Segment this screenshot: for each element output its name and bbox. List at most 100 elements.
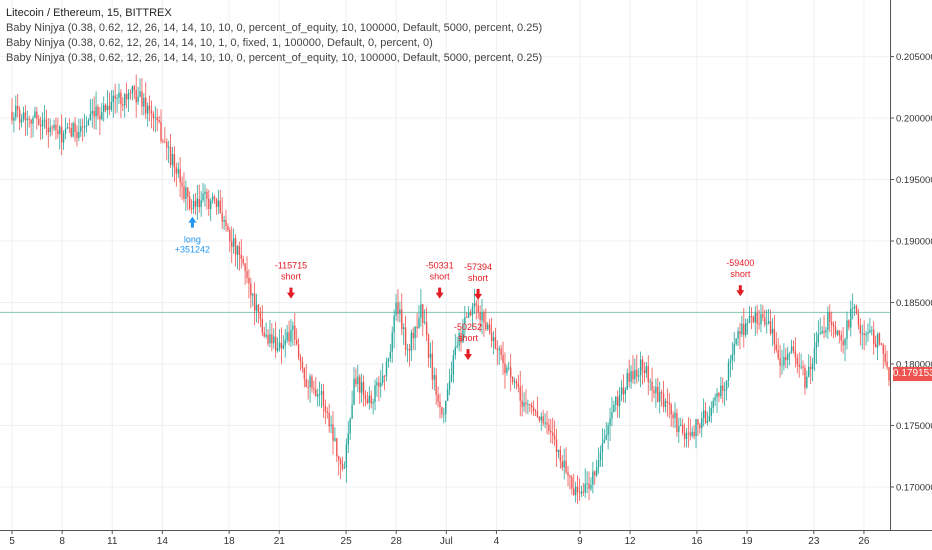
candle-body xyxy=(154,117,157,119)
candle-body xyxy=(359,376,361,393)
candle-body xyxy=(657,386,659,402)
candle-body xyxy=(422,304,424,323)
candle-body xyxy=(66,127,69,129)
candle-body xyxy=(649,381,651,383)
candle-body xyxy=(863,333,865,336)
candle-body xyxy=(557,449,560,453)
candle-body xyxy=(437,394,439,402)
candle-body xyxy=(479,312,481,321)
candle-body xyxy=(179,168,181,183)
candle-body xyxy=(97,106,99,116)
candle-body xyxy=(282,345,285,349)
candle-body xyxy=(838,330,841,336)
candle-body xyxy=(408,348,411,351)
candle-body xyxy=(103,104,105,112)
candle-body xyxy=(685,432,688,440)
candle-body xyxy=(622,387,625,395)
candle-body xyxy=(280,342,283,349)
candle-body xyxy=(368,395,370,404)
candle-body xyxy=(273,336,275,344)
candle-body xyxy=(72,123,74,137)
candle-body xyxy=(630,370,632,382)
candle-body xyxy=(47,127,50,133)
candle-body xyxy=(695,419,697,437)
candle-body xyxy=(41,120,44,127)
study-legend-3[interactable]: Baby Ninjya (0.38, 0.62, 12, 26, 14, 14,… xyxy=(6,52,543,64)
candle-body xyxy=(853,306,856,308)
candle-body xyxy=(389,352,392,359)
study-legend-1[interactable]: Baby Ninjya (0.38, 0.62, 12, 26, 14, 14,… xyxy=(6,22,543,34)
candle-body xyxy=(231,241,233,247)
candle-body xyxy=(295,339,298,345)
candle-body xyxy=(183,186,185,199)
candle-body xyxy=(766,323,768,325)
candle-body xyxy=(563,460,565,468)
candle-body xyxy=(508,367,510,369)
candle-body xyxy=(477,305,479,313)
candle-body xyxy=(120,92,122,105)
candle-body xyxy=(626,373,628,390)
candle-body xyxy=(693,431,695,437)
signal-label: short xyxy=(281,272,302,282)
candle-body xyxy=(45,119,48,128)
candle-body xyxy=(676,412,678,432)
candle-body xyxy=(850,308,852,328)
candle-body xyxy=(399,309,401,314)
candle-body xyxy=(372,402,374,404)
candle-body xyxy=(620,387,623,395)
candle-body xyxy=(876,333,879,348)
candle-body xyxy=(590,484,592,489)
candle-body xyxy=(148,105,151,111)
candle-body xyxy=(429,353,432,358)
study-legend-2[interactable]: Baby Ninjya (0.38, 0.62, 12, 26, 14, 14,… xyxy=(6,37,433,49)
candle-body xyxy=(569,475,571,478)
candle-body xyxy=(452,355,455,375)
candle-body xyxy=(867,332,869,334)
candle-body xyxy=(880,343,883,345)
candle-body xyxy=(689,432,691,436)
time-axis[interactable]: 5 8 11 14 18 21 25 28 Jul 4 9 12 16 19 23 26 xyxy=(9,530,870,547)
candle-body xyxy=(91,110,93,114)
candle-body xyxy=(531,405,533,408)
candle-body xyxy=(613,404,615,413)
grid-layer xyxy=(0,0,890,530)
candle-body xyxy=(364,395,367,400)
candle-body xyxy=(192,200,195,209)
candle-body xyxy=(792,346,795,351)
candle-body xyxy=(744,323,747,336)
candle-body xyxy=(288,332,290,342)
candle-body xyxy=(811,363,814,370)
candle-body xyxy=(645,366,648,374)
candle-body xyxy=(257,304,260,313)
candle-body xyxy=(580,491,583,494)
signal-label: short xyxy=(730,269,751,279)
x-tick-label: 23 xyxy=(808,536,820,547)
candle-body xyxy=(567,472,569,476)
candle-body xyxy=(227,226,229,230)
candle-body xyxy=(737,331,739,339)
candle-body xyxy=(68,127,71,129)
candle-body xyxy=(802,366,804,368)
candle-body xyxy=(787,353,789,361)
candle-body xyxy=(74,123,76,133)
signal-value: -50252 xyxy=(454,322,482,332)
symbol-title[interactable]: Litecoin / Ethereum, 15, BITTREX xyxy=(6,7,172,19)
candle-body xyxy=(462,324,464,343)
candle-body xyxy=(639,359,642,376)
candle-body xyxy=(311,376,313,389)
price-axis[interactable]: 0.20500000 0.20000000 0.19500000 0.19000000… xyxy=(890,52,932,493)
candle-body xyxy=(85,125,88,127)
candle-body xyxy=(59,126,61,135)
candle-body xyxy=(324,405,327,412)
candle-body xyxy=(473,303,476,307)
candle-body xyxy=(274,336,277,351)
candle-body xyxy=(137,96,139,103)
candle-body xyxy=(62,133,65,143)
candle-body xyxy=(578,492,581,494)
candle-body xyxy=(141,91,143,107)
candle-body xyxy=(11,111,13,121)
candle-body xyxy=(162,141,164,142)
candle-body xyxy=(735,338,737,344)
